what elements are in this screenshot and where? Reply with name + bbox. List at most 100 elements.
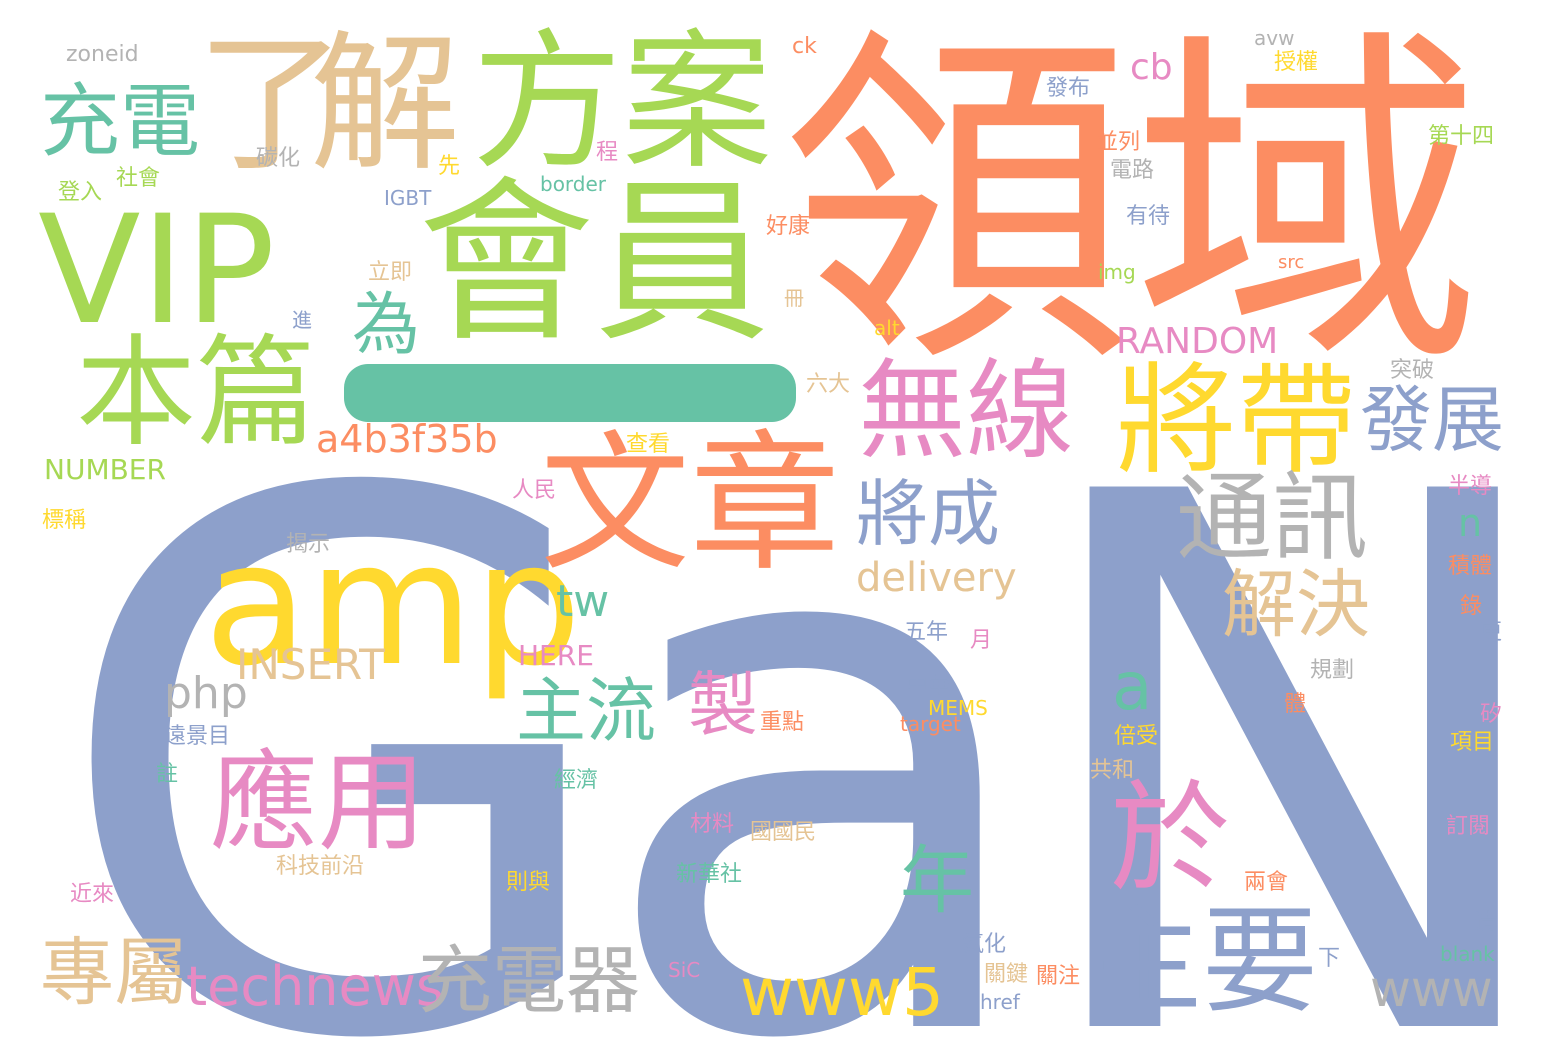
word-guihua: 規劃 (1310, 658, 1355, 683)
word-zhongdian: 重點 (760, 710, 805, 735)
word-benpian: 本篇 (76, 324, 316, 463)
word-www5: www5 (740, 954, 944, 1031)
word-cb: cb (1130, 47, 1173, 88)
word-geng: 更 (1480, 620, 1503, 645)
word-gonghe: 共和 (1090, 758, 1135, 783)
word-biaocheng: 標稱 (42, 508, 87, 533)
word-xiangmu: 項目 (1450, 730, 1495, 755)
word-zao: 造 (1474, 910, 1497, 935)
word-wenzhang: 文章 (540, 418, 841, 592)
word-shehui: 社會 (116, 166, 161, 191)
word-jie: 解 (310, 18, 461, 192)
word-wuxian: 無線 (858, 349, 1075, 474)
word-jiangdai: 將帶 (1116, 352, 1356, 491)
word-fabu: 發布 (1046, 76, 1091, 101)
word-vip: VIP (38, 184, 276, 358)
word-dingyue: 訂閱 (1446, 814, 1491, 839)
word-zhonghua: 中華 (906, 674, 951, 699)
word-cheng: 程 (596, 140, 619, 165)
word-zhuliu: 主流 (516, 670, 656, 752)
word-a: a (1112, 648, 1153, 725)
word-php: php (164, 668, 248, 719)
word-binglie: 並列 (1096, 130, 1141, 155)
word-wei: 為 (352, 286, 421, 365)
word-href: href (980, 990, 1020, 1014)
word-jin: 進 (292, 308, 312, 332)
word-dishisi: 第十四 (1428, 124, 1495, 149)
word-zhu: 註 (156, 762, 179, 787)
word-alt: alt (874, 316, 900, 340)
word-guanjian: 關鍵 (984, 962, 1029, 987)
word-here: HERE (518, 639, 594, 672)
word-a4b3f35b: a4b3f35b (316, 417, 498, 461)
word-nian: 年 (900, 838, 974, 924)
word-lianghui: 兩會 (1244, 870, 1289, 895)
word-xia: 下 (1318, 946, 1341, 971)
word-chakan: 查看 (626, 432, 671, 457)
word-zhuanshu: 專屬 (40, 930, 188, 1016)
word-xinhuashe: 新華社 (676, 862, 743, 887)
word-blank: blank (1440, 942, 1495, 966)
word-zoneid: zoneid (66, 42, 139, 67)
word-amp: amp (204, 506, 582, 704)
word-zhuyao: 主要 (1086, 894, 1318, 1029)
word-lingyu: 領域 (782, 1, 1482, 409)
word-denglu: 登入 (58, 180, 103, 205)
word-mems: MEMS (928, 696, 988, 720)
word-ck: ck (792, 34, 817, 59)
word-chongdianqi: 充電器 (418, 938, 640, 1024)
word-zhi: 製 (688, 664, 758, 746)
word-www: www (1370, 960, 1493, 1018)
word-zeyu: 則與 (506, 870, 551, 895)
word-yi-bar (344, 364, 796, 422)
word-jiti: 積體 (1448, 554, 1493, 579)
word-guanzhu: 關注 (1036, 964, 1081, 989)
word-le: 了 (196, 18, 347, 192)
word-liuda: 六大 (806, 372, 851, 397)
word-danhua: 氮化 (962, 932, 1007, 957)
word-igbt: IGBT (384, 186, 432, 210)
word-src: src (1278, 252, 1305, 273)
word-bandao: 半導 (1448, 474, 1493, 499)
word-tanhua: 碳化 (256, 146, 301, 171)
word-insert: INSERT (236, 640, 385, 689)
word-youdai: 有待 (1126, 204, 1171, 229)
word-ce: 冊 (784, 286, 804, 310)
word-lu: 錄 (1460, 594, 1483, 619)
word-jingji: 經濟 (554, 768, 599, 793)
word-technews: technews (186, 955, 445, 1018)
word-random: RANDOM (1116, 321, 1279, 362)
word-yu: 於 (1110, 770, 1230, 909)
word-huiyuan: 會員 (418, 161, 771, 366)
word-n: n (1458, 501, 1483, 545)
word-number: NUMBER (44, 453, 166, 486)
word-kejiqianyan: 科技前沿 (276, 854, 365, 879)
word-guoguomin: 國國民 (750, 820, 817, 845)
word-yue: 月 (970, 628, 993, 653)
word-tupo: 突破 (1390, 358, 1435, 383)
word-cailiao: 材料 (690, 812, 735, 837)
word-yuanjingmu: 遠景目 (164, 724, 231, 749)
word-renmin: 人民 (512, 478, 557, 503)
word-yingyong: 應用 (210, 741, 427, 866)
word-dianlu: 電路 (1110, 158, 1155, 183)
word-xi: 矽 (1480, 702, 1503, 727)
word-shouquan: 授權 (1274, 50, 1319, 75)
word-avw: avw (1254, 26, 1295, 50)
word-jiangcheng: 將成 (856, 472, 1001, 556)
word-chongdian: 充電 (40, 75, 200, 168)
word-jiejue: 解決 (1222, 562, 1370, 648)
word-tongxun: 通訊 (1176, 462, 1368, 574)
word-target: target (900, 712, 961, 736)
word-fangan: 方案 (472, 16, 773, 190)
word-fazhan: 發展 (1360, 378, 1505, 462)
word-xian: 先 (438, 154, 461, 179)
word-img: img (1098, 260, 1136, 284)
word-gan: GaN (50, 339, 1548, 1052)
word-ti: 體 (1284, 692, 1307, 717)
word-beishou: 倍受 (1114, 724, 1159, 749)
word-border: border (540, 172, 607, 196)
word-liji: 立即 (368, 260, 413, 285)
word-sic: SiC (668, 958, 701, 982)
word-wunian: 五年 (904, 620, 949, 645)
